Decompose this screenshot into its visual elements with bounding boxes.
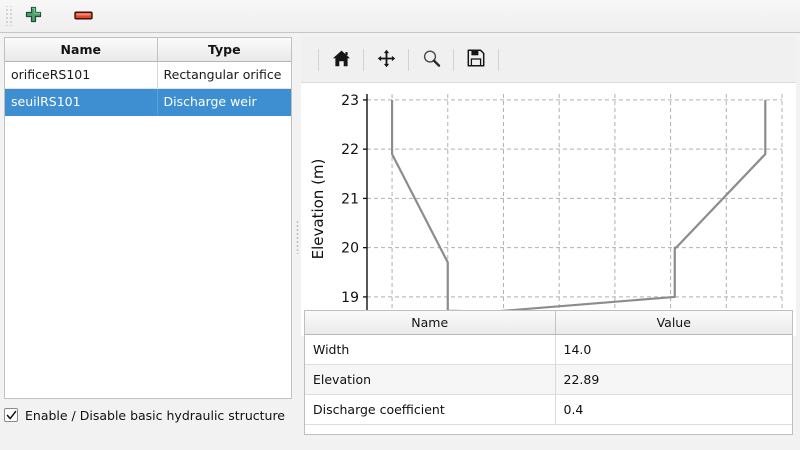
y-tick-label: 19 xyxy=(341,290,359,306)
props-header-row: Name Value xyxy=(305,311,792,335)
y-axis-label: Elevation (m) xyxy=(309,159,327,260)
structure-detail-panel: −20246810121920212223Elevation (m)X (m) … xyxy=(301,37,796,437)
add-structure-button[interactable] xyxy=(20,4,46,28)
table-row[interactable]: Elevation 22.89 xyxy=(305,364,792,395)
y-tick-label: 21 xyxy=(341,191,359,207)
table-row[interactable]: Discharge coefficient 0.4 xyxy=(305,394,792,425)
checkmark-icon xyxy=(6,410,17,421)
splitter-grip-icon xyxy=(295,220,299,254)
property-value-cell[interactable]: 14.0 xyxy=(555,334,792,365)
toolbar-separator xyxy=(318,48,319,71)
panel-splitter[interactable] xyxy=(293,37,301,437)
property-value-cell[interactable]: 22.89 xyxy=(555,364,792,395)
plot-home-button[interactable] xyxy=(328,47,354,73)
plot-save-button[interactable] xyxy=(463,47,489,73)
plot-zoom-button[interactable] xyxy=(418,47,444,73)
toolbar-separator xyxy=(498,48,499,71)
structures-list-panel[interactable]: Name Type orificeRS101 Rectangular orifi… xyxy=(4,37,292,399)
structures-toolbar xyxy=(0,0,800,33)
properties-table: Name Value Width 14.0 Elevation 22.89 Di… xyxy=(305,311,792,425)
plot-pan-button[interactable] xyxy=(373,47,399,73)
toolbar-separator xyxy=(453,48,454,71)
property-name-cell: Width xyxy=(305,334,556,365)
toolbar-separator xyxy=(408,48,409,71)
column-header-type[interactable]: Type xyxy=(157,38,291,62)
remove-structure-button[interactable] xyxy=(70,4,96,28)
structure-type-cell[interactable]: Discharge weir xyxy=(157,88,291,116)
chart-series-line xyxy=(390,99,767,313)
home-icon xyxy=(332,49,351,71)
save-icon xyxy=(467,49,485,70)
enable-structure-label: Enable / Disable basic hydraulic structu… xyxy=(25,407,285,423)
table-row[interactable]: seuilRS101 Discharge weir xyxy=(5,88,291,116)
properties-panel[interactable]: Name Value Width 14.0 Elevation 22.89 Di… xyxy=(304,310,793,435)
cross-section-chart[interactable]: −20246810121920212223Elevation (m)X (m) xyxy=(301,83,796,336)
toolbar-drag-handle[interactable] xyxy=(5,6,14,26)
property-name-cell: Elevation xyxy=(305,364,556,395)
y-tick-label: 22 xyxy=(341,142,359,158)
property-name-cell: Discharge coefficient xyxy=(305,394,556,425)
table-header-row: Name Type xyxy=(5,38,291,62)
structure-type-cell[interactable]: Rectangular orifice xyxy=(157,61,291,89)
minus-icon xyxy=(73,9,93,24)
enable-structure-checkbox[interactable] xyxy=(4,408,18,422)
enable-structure-row[interactable]: Enable / Disable basic hydraulic structu… xyxy=(4,404,292,426)
table-row[interactable]: orificeRS101 Rectangular orifice xyxy=(5,61,291,89)
plot-navigation-toolbar xyxy=(301,37,796,83)
property-value-cell[interactable]: 0.4 xyxy=(555,394,792,425)
y-tick-label: 23 xyxy=(341,93,359,109)
zoom-icon xyxy=(422,49,441,71)
structure-name-cell[interactable]: seuilRS101 xyxy=(5,88,158,116)
y-tick-label: 20 xyxy=(341,241,359,257)
column-header-name[interactable]: Name xyxy=(5,38,158,62)
chart-svg: −20246810121920212223Elevation (m)X (m) xyxy=(309,93,791,336)
table-row[interactable]: Width 14.0 xyxy=(305,334,792,365)
plus-icon xyxy=(25,6,42,26)
structures-table: Name Type orificeRS101 Rectangular orifi… xyxy=(5,38,291,116)
structure-name-cell[interactable]: orificeRS101 xyxy=(5,61,158,89)
props-column-header-value[interactable]: Value xyxy=(555,311,792,335)
pan-icon xyxy=(377,49,396,71)
props-column-header-name[interactable]: Name xyxy=(305,311,556,335)
toolbar-separator xyxy=(363,48,364,71)
